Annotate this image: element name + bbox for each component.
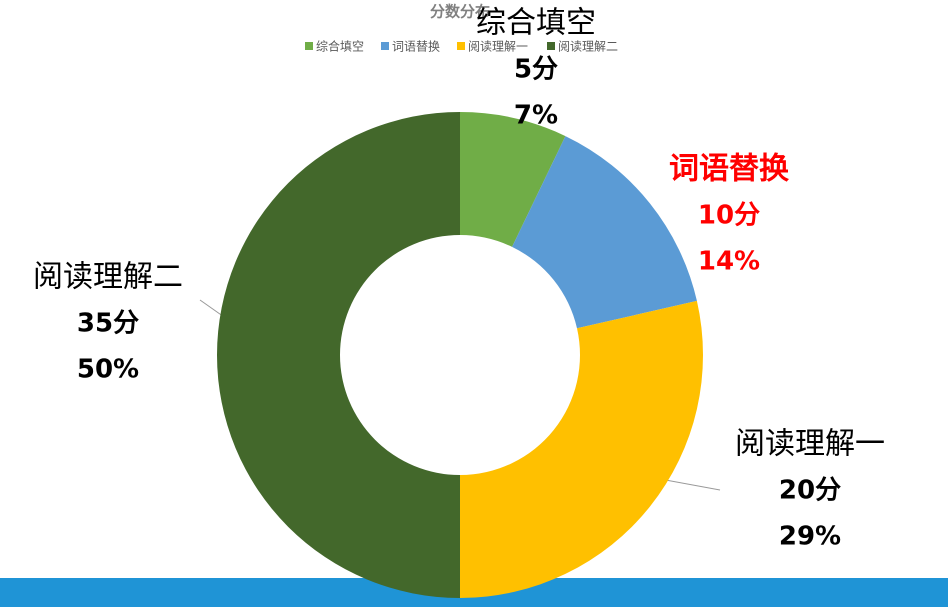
value-label: 10分 [698, 201, 760, 231]
value-label: 20分 [779, 476, 841, 506]
percent-label: 14% [698, 247, 760, 277]
donut-slice [460, 112, 566, 247]
chart-title: 分数分布 [430, 3, 490, 21]
legend-swatch [305, 42, 313, 50]
legend-label: 阅读理解二 [558, 40, 618, 54]
slice-label: 阅读理解二 [33, 260, 183, 295]
slice-label: 词语替换 [669, 152, 790, 187]
percent-label: 50% [77, 355, 139, 385]
legend-swatch [457, 42, 465, 50]
slice-label: 综合填空 [476, 6, 596, 41]
donut-slice [217, 112, 460, 598]
legend-swatch [381, 42, 389, 50]
legend-swatch [547, 42, 555, 50]
value-label: 35分 [77, 309, 139, 339]
donut-slice [512, 136, 697, 329]
legend-label: 阅读理解一 [468, 40, 528, 54]
slice-label: 阅读理解一 [735, 427, 885, 462]
percent-label: 29% [779, 522, 841, 552]
donut-slice [460, 300, 703, 598]
legend-label: 词语替换 [392, 40, 440, 54]
legend-label: 综合填空 [316, 39, 364, 54]
value-label: 5分 [514, 55, 558, 85]
percent-label: 7% [514, 101, 558, 131]
